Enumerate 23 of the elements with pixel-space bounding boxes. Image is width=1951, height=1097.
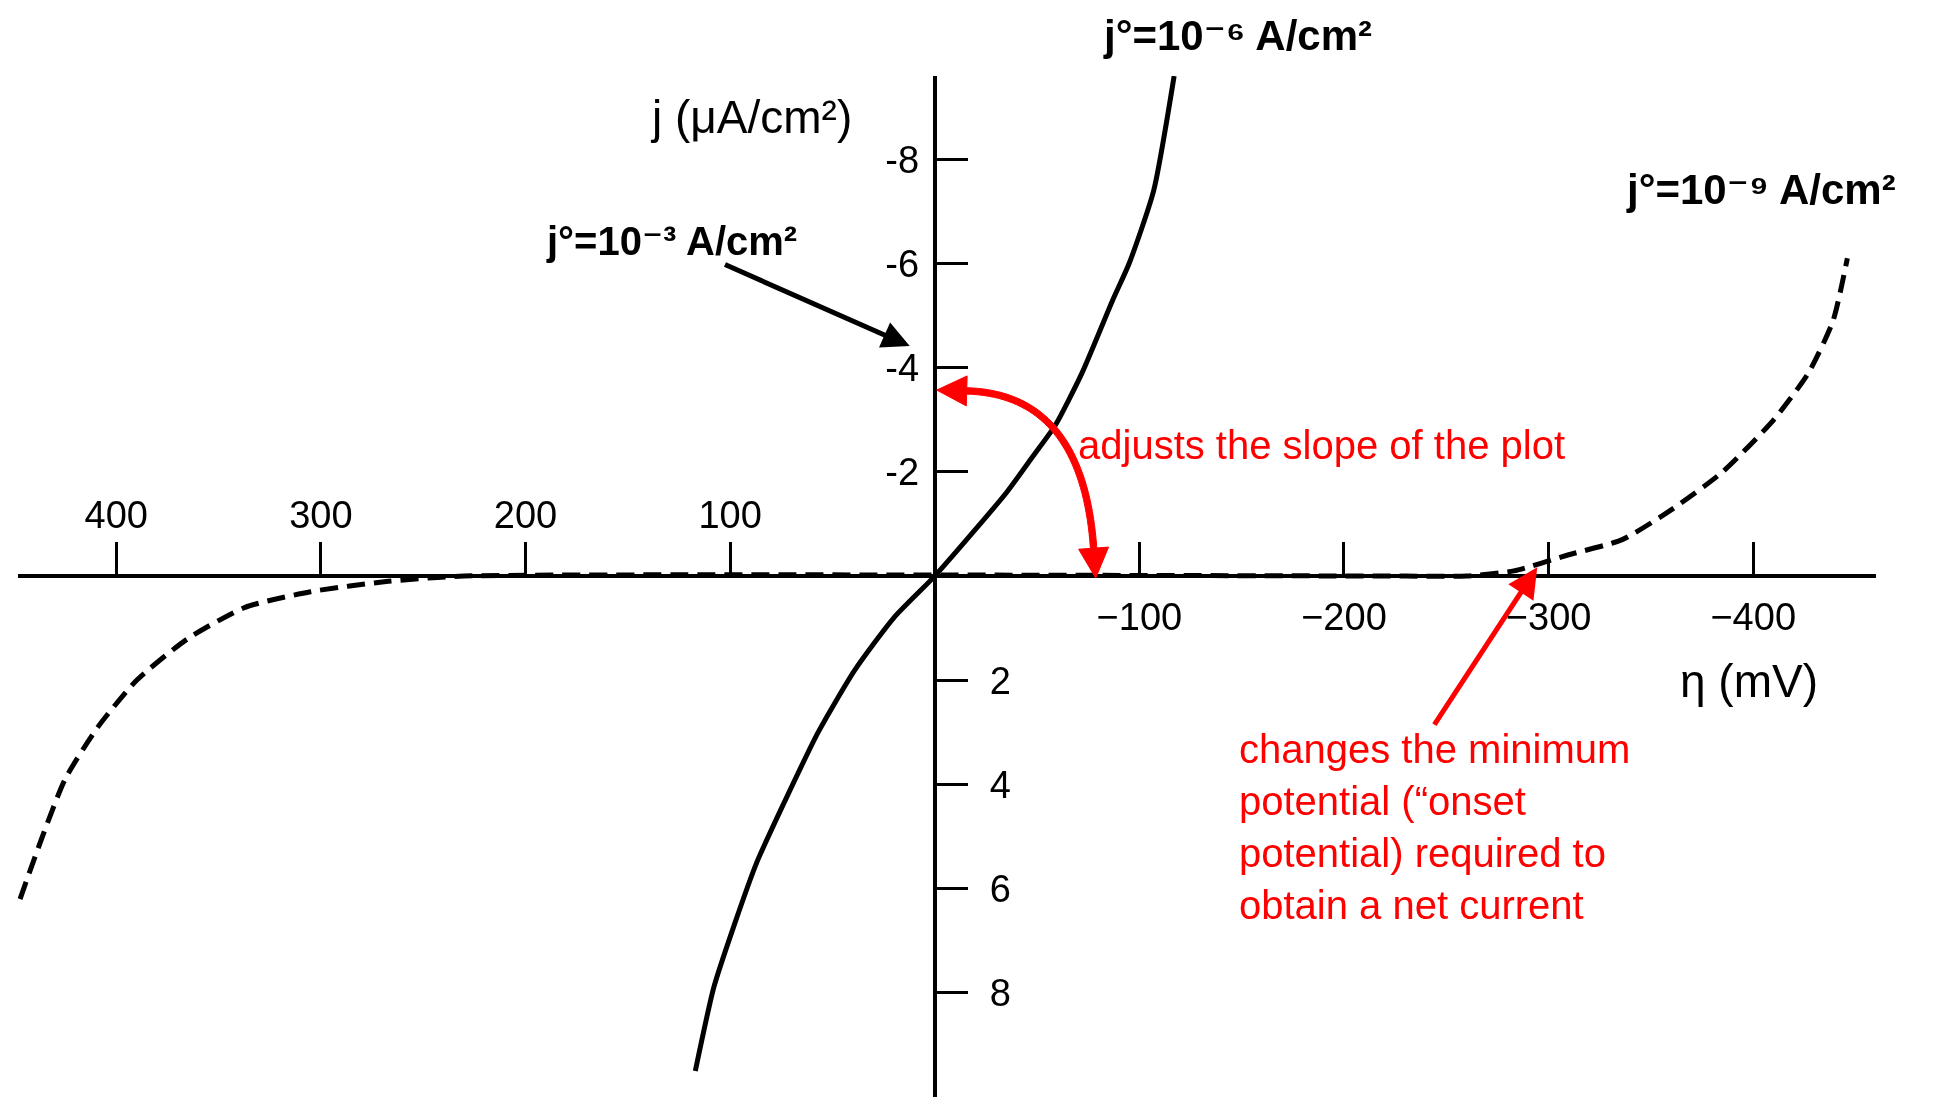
x2-tick-label: 300 [289,494,353,537]
series-label: j°=10⁻⁶ A/cm² [1103,12,1373,59]
y-tick-label: -8 [885,138,920,181]
x2-tick-label: 200 [493,494,558,537]
y2-tick-label: 6 [989,867,1011,910]
y-tick-label: -4 [885,347,920,390]
x-tick-label: −400 [1710,595,1797,638]
x2-tick-label: 400 [84,494,148,537]
x-tick-label: −300 [1505,595,1592,638]
x-axis-title: η (mV) [1680,655,1818,707]
y-tick-label: -6 [885,242,920,285]
annotation: changes the minimum potential (“onset potential) required to obtain a net current [1239,727,1631,927]
y2-tick-label: 4 [989,763,1011,806]
y-tick-label: -2 [885,451,920,494]
x-tick-label: −200 [1301,595,1387,638]
annotation: j°=10⁻³ A/cm² [546,219,798,263]
y-axis-title: j (μA/cm²) [650,91,853,143]
y2-tick-label: 8 [989,972,1011,1015]
series-label: j°=10⁻⁹ A/cm² [1626,166,1896,213]
x-tick-label: −100 [1096,595,1183,638]
annotation: adjusts the slope of the plot [1078,423,1565,467]
x2-tick-label: 100 [698,494,762,537]
y2-tick-label: 2 [989,659,1011,702]
